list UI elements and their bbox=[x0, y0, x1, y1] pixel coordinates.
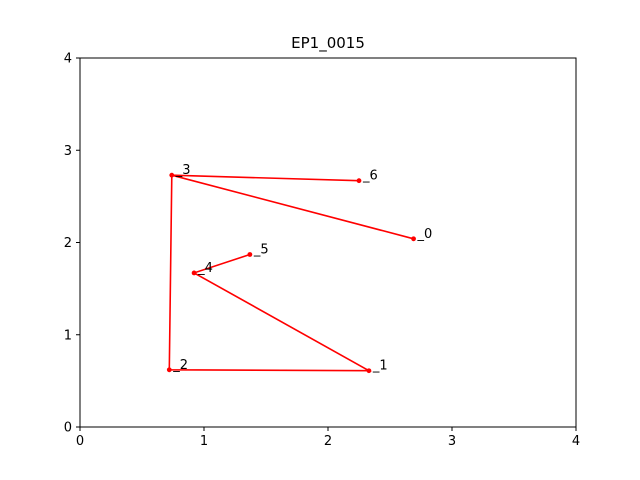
data-point bbox=[411, 236, 416, 242]
y-tick-label: 1 bbox=[64, 328, 72, 343]
data-point bbox=[247, 252, 253, 257]
data-point-label: _0 bbox=[417, 227, 433, 242]
y-axis: 0 1 2 3 4 bbox=[64, 52, 80, 436]
x-tick-label: 3 bbox=[448, 434, 456, 449]
x-tick-label: 1 bbox=[200, 434, 208, 449]
data-point-label: _1 bbox=[372, 359, 388, 374]
y-tick-label: 3 bbox=[64, 144, 72, 159]
x-tick-label: 4 bbox=[572, 434, 580, 449]
data-point bbox=[356, 178, 362, 184]
data-point-label: _4 bbox=[197, 261, 213, 276]
y-tick-label: 2 bbox=[64, 236, 72, 251]
y-tick-label: 4 bbox=[64, 52, 72, 67]
plot-area: _0 _1 _2 _3 _4 _5 _6 bbox=[166, 163, 433, 374]
y-tick-label: 0 bbox=[64, 421, 72, 436]
data-point bbox=[169, 172, 175, 178]
data-point-label: _5 bbox=[253, 242, 269, 257]
axes-frame bbox=[79, 57, 577, 428]
data-point bbox=[191, 270, 197, 276]
chart-title: EP1_0015 bbox=[291, 34, 365, 53]
data-point-label: _3 bbox=[175, 163, 191, 178]
x-axis: 0 1 2 3 4 bbox=[76, 427, 580, 449]
series-line-upper bbox=[171, 174, 414, 240]
data-point-label: _2 bbox=[172, 358, 188, 373]
data-point bbox=[166, 367, 172, 373]
data-point bbox=[366, 368, 372, 374]
data-point-label: _6 bbox=[362, 169, 378, 184]
x-tick-label: 0 bbox=[76, 434, 84, 449]
x-tick-label: 2 bbox=[324, 434, 332, 449]
